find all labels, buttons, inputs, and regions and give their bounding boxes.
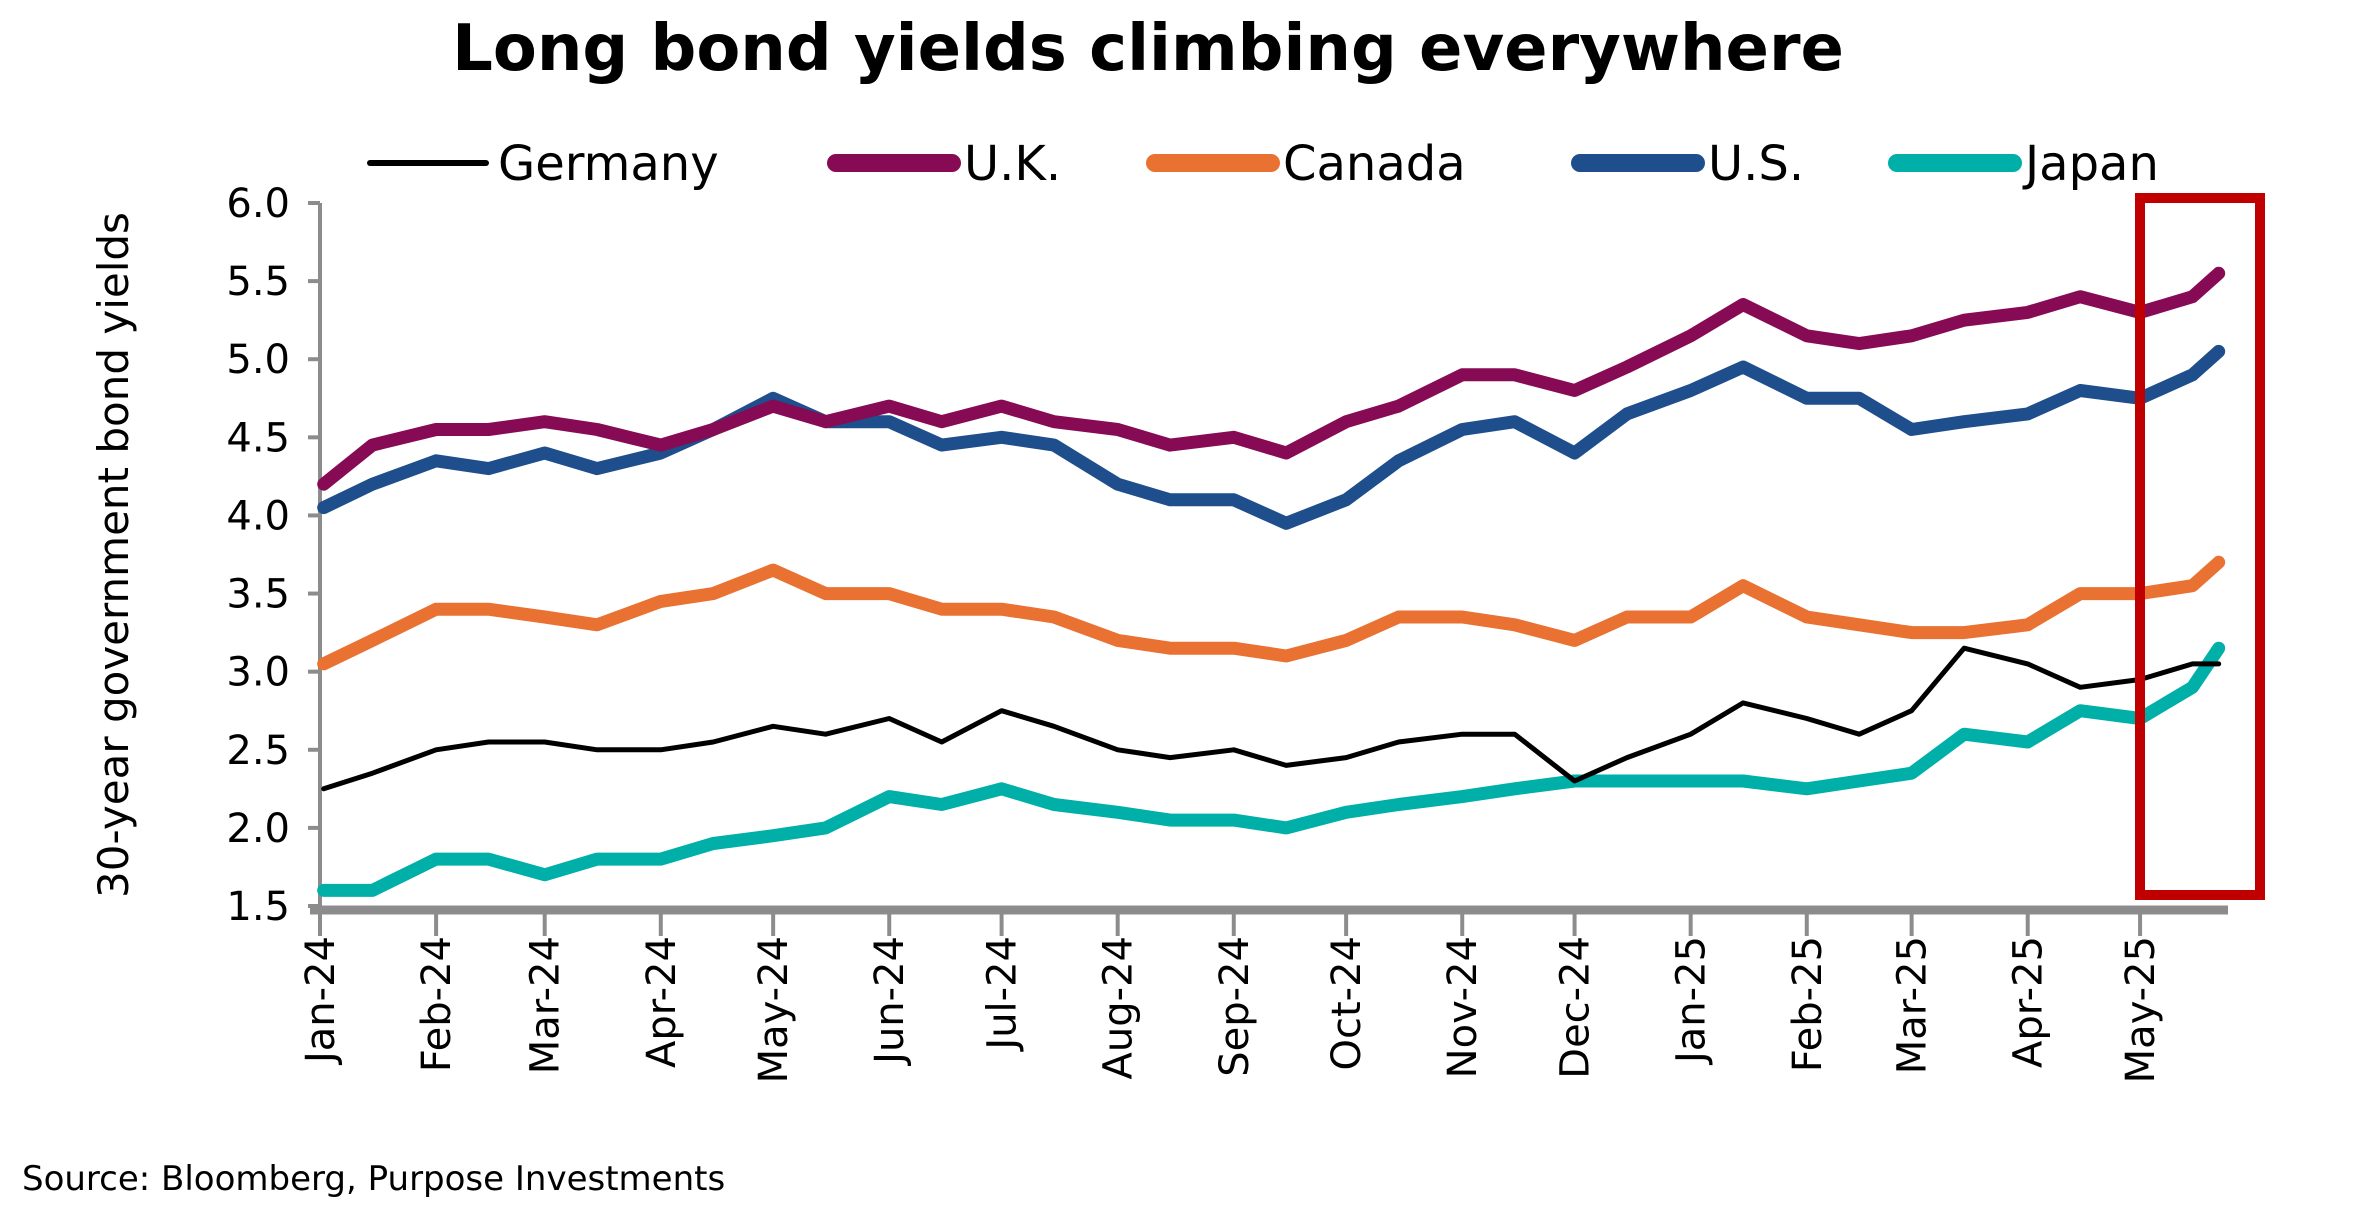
series-lines xyxy=(317,266,2226,897)
y-tick-label: 5.5 xyxy=(226,259,290,305)
y-axis-label: 30-year government bond yields xyxy=(89,212,138,898)
x-tick-label: Jul-24 xyxy=(980,936,1026,1053)
y-tick-label: 3.5 xyxy=(226,572,290,618)
legend-label: Canada xyxy=(1283,136,1466,192)
legend-label: Japan xyxy=(2022,136,2159,192)
x-tick-label: Feb-24 xyxy=(414,936,460,1072)
series-line-japan xyxy=(317,641,2226,897)
x-tick-label: Sep-24 xyxy=(1212,936,1258,1077)
x-tick-label: Aug-24 xyxy=(1096,936,1142,1079)
x-tick-label: Oct-24 xyxy=(1324,936,1370,1071)
legend-label: U.S. xyxy=(1708,136,1804,192)
x-tick-label: Jun-24 xyxy=(867,936,913,1067)
highlight-box xyxy=(2135,193,2265,900)
annotations xyxy=(2135,193,2265,900)
series-line-germany xyxy=(321,645,2222,792)
x-tick-label: Apr-24 xyxy=(639,936,685,1068)
series-line-uk xyxy=(317,266,2226,491)
x-tick-label: May-25 xyxy=(2118,936,2164,1083)
source-note: Source: Bloomberg, Purpose Investments xyxy=(22,1159,725,1199)
series-line-canada xyxy=(317,555,2226,671)
x-tick-label: Mar-24 xyxy=(523,936,569,1074)
x-tick-label: Mar-25 xyxy=(1890,936,1936,1074)
x-tick-label: Apr-25 xyxy=(2006,936,2052,1068)
x-tick-label: Jan-25 xyxy=(1669,936,1715,1066)
y-tick-label: 2.0 xyxy=(226,806,290,852)
lines-group xyxy=(317,266,2226,897)
x-tick-label: Nov-24 xyxy=(1440,936,1486,1078)
y-tick-label: 5.0 xyxy=(226,337,290,383)
y-tick-label: 2.5 xyxy=(226,728,290,774)
chart-title: Long bond yields climbing everywhere xyxy=(452,12,1844,86)
x-tick-label: May-24 xyxy=(751,936,797,1083)
y-axis: 1.5 2.0 2.5 3.0 3.5 4.0 4.5 5.0 5.5 6.0 xyxy=(226,181,322,930)
y-tick-label: 4.0 xyxy=(226,493,290,539)
y-tick-label: 1.5 xyxy=(226,884,290,930)
y-tick-label: 6.0 xyxy=(226,181,290,227)
y-tick-label: 4.5 xyxy=(226,415,290,461)
x-tick-label: Jan-24 xyxy=(298,936,344,1066)
x-axis: Jan-24 Feb-24 Mar-24 Apr-24 May-24 Jun-24 Jul-… xyxy=(298,905,2228,1083)
legend: Germany U.K. Canada U.S. Japan xyxy=(367,136,2159,192)
x-tick-label: Feb-25 xyxy=(1785,936,1831,1072)
legend-label: Germany xyxy=(498,136,719,192)
x-tick-label: Dec-24 xyxy=(1553,936,1599,1079)
y-tick-label: 3.0 xyxy=(226,650,290,696)
series-line-us xyxy=(317,344,2226,530)
legend-label: U.K. xyxy=(964,136,1061,192)
